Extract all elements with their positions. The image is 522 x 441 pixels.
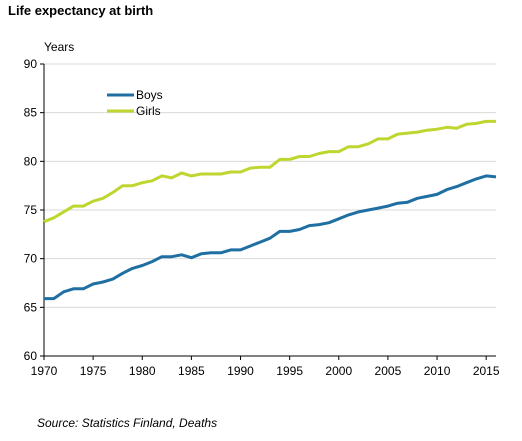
- legend-label-girls: Girls: [136, 104, 161, 118]
- y-tick-label-85: 85: [24, 106, 38, 120]
- y-tick-label-70: 70: [24, 252, 38, 266]
- x-tick-labels: 1970 1975 1980 1985 1990 1995 2000 2005 2010 2015: [31, 364, 500, 378]
- x-tick-label-1985: 1985: [178, 364, 205, 378]
- series-line-girls: [43, 119, 496, 224]
- legend: Boys Girls: [107, 88, 163, 118]
- x-tick-label-1990: 1990: [227, 364, 254, 378]
- x-tick-label-2000: 2000: [325, 364, 352, 378]
- x-tick-label-2015: 2015: [473, 364, 500, 378]
- series-lines: [43, 119, 497, 301]
- legend-label-boys: Boys: [136, 88, 163, 102]
- y-tick-label-80: 80: [24, 154, 38, 168]
- x-tick-label-1980: 1980: [129, 364, 156, 378]
- x-tick-label-1975: 1975: [80, 364, 107, 378]
- y-tick-labels: 60 65 70 75 80 85 90: [24, 57, 38, 363]
- source-note: Source: Statistics Finland, Deaths: [37, 416, 218, 430]
- y-tick-label-60: 60: [24, 349, 38, 363]
- x-tick-label-2005: 2005: [375, 364, 402, 378]
- x-tick-label-2010: 2010: [424, 364, 451, 378]
- y-axis-label: Years: [44, 40, 74, 54]
- series-line-boys: [44, 174, 497, 301]
- y-tick-label-90: 90: [24, 57, 38, 71]
- x-tick-label-1970: 1970: [31, 364, 58, 378]
- chart-title: Life expectancy at birth: [8, 3, 154, 18]
- gridlines: [44, 63, 496, 308]
- x-tick-label-1995: 1995: [276, 364, 303, 378]
- axes: [40, 63, 496, 360]
- y-tick-label-65: 65: [24, 300, 38, 314]
- y-tick-label-75: 75: [24, 203, 38, 217]
